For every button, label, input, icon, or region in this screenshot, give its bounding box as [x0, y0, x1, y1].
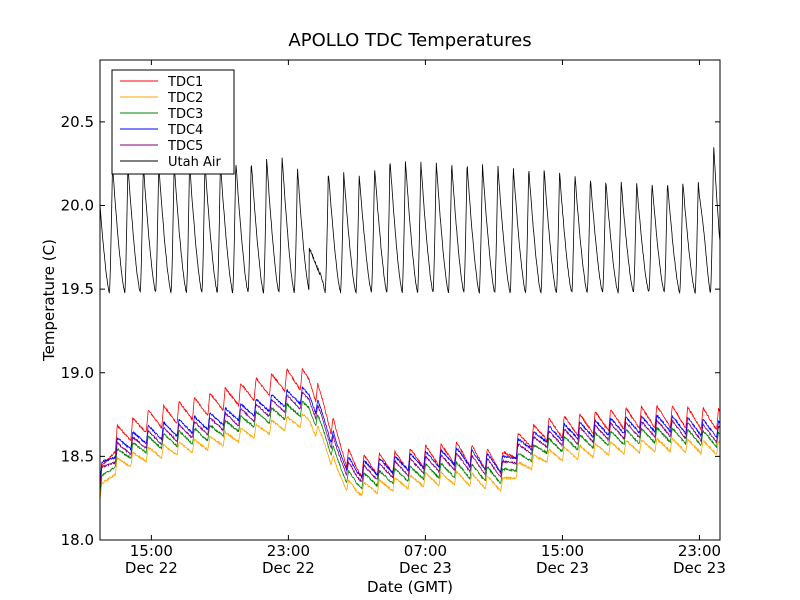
legend-label: TDC3 — [167, 107, 203, 122]
legend-label: TDC5 — [167, 139, 203, 154]
x-tick-label-time: 15:00 — [541, 542, 584, 560]
series-line-utah-air — [100, 147, 720, 295]
legend-label: TDC2 — [167, 91, 203, 106]
y-tick-label: 20.0 — [61, 197, 94, 215]
legend-label: Utah Air — [168, 155, 221, 170]
y-tick-label: 19.5 — [61, 280, 94, 298]
plot-frame — [99, 59, 721, 541]
x-tick-label-time: 07:00 — [404, 542, 447, 560]
x-tick-label-date: Dec 22 — [262, 559, 315, 577]
chart-title: APOLLO TDC Temperatures — [288, 30, 531, 51]
series-line-tdc1 — [100, 368, 720, 493]
x-tick-label-date: Dec 23 — [673, 559, 726, 577]
series-line-tdc3 — [100, 400, 720, 494]
x-tick-label-date: Dec 23 — [536, 559, 589, 577]
series-line-tdc4 — [100, 386, 720, 482]
y-tick-label: 20.5 — [61, 113, 94, 131]
series-line-tdc5 — [100, 391, 720, 486]
series-line-tdc2 — [100, 413, 720, 500]
x-tick-label-time: 23:00 — [267, 542, 310, 560]
legend-label: TDC4 — [167, 123, 203, 138]
y-tick-label: 18.0 — [61, 531, 94, 549]
x-tick-label-time: 23:00 — [678, 542, 721, 560]
x-tick-label-time: 15:00 — [130, 542, 173, 560]
x-axis-label: Date (GMT) — [367, 578, 453, 596]
y-tick-label: 18.5 — [61, 447, 94, 465]
y-axis-label: Temperature (C) — [40, 239, 58, 362]
legend-label: TDC1 — [167, 75, 203, 90]
series-layer — [100, 147, 720, 500]
x-tick-label-date: Dec 23 — [399, 559, 452, 577]
legend-box — [111, 69, 235, 175]
y-tick-label: 19.0 — [61, 364, 94, 382]
x-tick-label-date: Dec 22 — [125, 559, 178, 577]
